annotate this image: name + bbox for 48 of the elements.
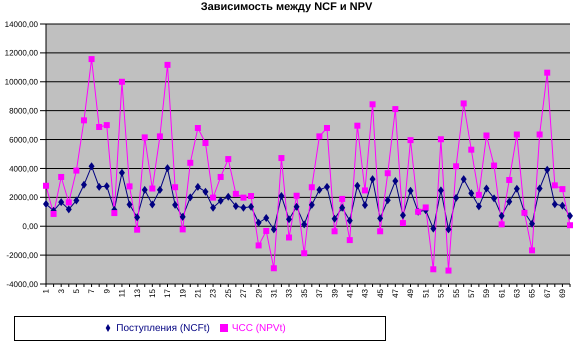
x-tick-label: 61 [497,288,506,298]
x-tick-label: 17 [163,288,172,298]
y-tick-label: 0,00 [22,222,39,232]
x-tick-label: 1 [42,288,51,294]
x-tick-label: 15 [148,288,157,298]
x-tick-label: 47 [391,288,400,298]
x-tick-label: 19 [178,288,188,298]
x-tick-label: 55 [452,288,461,298]
legend-label: ЧСС (NPVt) [232,323,286,334]
x-tick-label: 45 [376,288,385,298]
x-tick-label: 43 [360,288,370,298]
x-tick-label: 37 [315,288,324,298]
x-tick-label: 53 [436,288,446,298]
x-tick-label: 67 [542,288,552,298]
x-tick-label: 49 [406,288,416,298]
legend-label: Поступления (NCFt) [116,323,210,334]
x-tick-label: 63 [512,288,522,298]
y-tick-label: 6000,00 [9,135,39,144]
x-tick-label: 13 [132,288,142,298]
x-tick-label: 3 [56,288,66,294]
x-tick-label: 5 [72,288,82,294]
x-tick-label: 35 [300,288,309,298]
y-tick-label: 14000,00 [4,20,39,29]
x-tick-label: 69 [558,288,568,298]
x-tick-label: 29 [254,288,264,298]
x-tick-label: 41 [345,288,354,298]
y-tick-label: 2000,00 [9,193,39,202]
x-tick-label: 39 [330,288,340,298]
x-tick-label: 51 [421,288,430,298]
x-tick-label: 11 [118,288,127,298]
x-tick-label: 9 [102,288,112,294]
x-tick-label: 31 [270,288,279,298]
y-tick-label: -2000,00 [6,250,39,260]
x-tick-label: 65 [528,288,537,298]
x-tick-label: 59 [482,288,492,298]
x-tick-label: 33 [284,288,294,298]
y-tick-label: 4000,00 [9,164,39,174]
x-tick-label: 25 [224,288,233,298]
x-tick-label: 23 [208,288,218,298]
y-tick-label: 10000,00 [4,78,39,87]
x-tick-label: 7 [87,288,96,294]
y-tick-label: 12000,00 [4,48,39,58]
x-tick-label: 21 [194,288,203,298]
y-tick-label: -4000,00 [6,280,39,289]
x-tick-label: 57 [466,288,476,298]
x-tick-label: 27 [239,288,248,298]
y-tick-label: 8000,00 [9,106,39,116]
chart-title: Зависимость между NCF и NPV [200,1,374,13]
